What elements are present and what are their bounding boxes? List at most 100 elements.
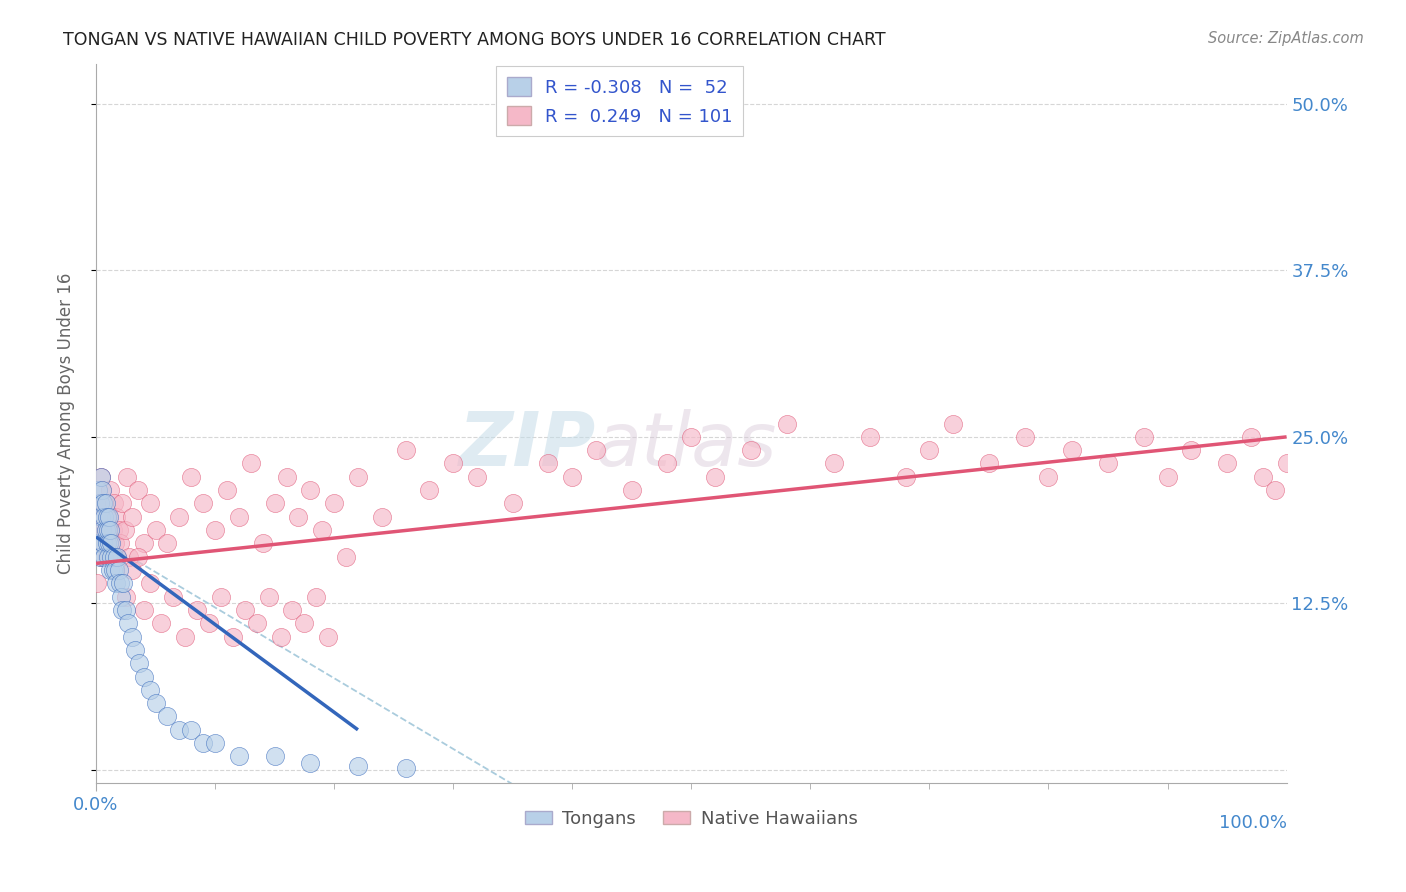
Point	[96, 549, 118, 564]
Point	[335, 549, 357, 564]
Point	[281, 603, 304, 617]
Point	[124, 643, 146, 657]
Point	[107, 523, 129, 537]
Point	[104, 536, 127, 550]
Point	[239, 457, 262, 471]
Point	[121, 509, 143, 524]
Point	[204, 736, 226, 750]
Point	[96, 509, 118, 524]
Point	[97, 549, 120, 564]
Point	[561, 470, 583, 484]
Point	[138, 682, 160, 697]
Point	[228, 509, 250, 524]
Point	[252, 536, 274, 550]
Point	[98, 563, 121, 577]
Point	[162, 590, 184, 604]
Point	[100, 549, 122, 564]
Point	[1097, 457, 1119, 471]
Point	[270, 630, 292, 644]
Point	[98, 509, 121, 524]
Point	[121, 630, 143, 644]
Point	[145, 523, 167, 537]
Point	[977, 457, 1000, 471]
Point	[740, 443, 762, 458]
Point	[1014, 430, 1036, 444]
Point	[115, 470, 138, 484]
Point	[111, 603, 134, 617]
Point	[114, 523, 136, 537]
Point	[86, 536, 108, 550]
Point	[90, 549, 112, 564]
Point	[91, 509, 114, 524]
Point	[174, 630, 197, 644]
Point	[150, 616, 173, 631]
Point	[97, 523, 120, 537]
Point	[287, 509, 309, 524]
Point	[204, 523, 226, 537]
Point	[1156, 470, 1178, 484]
Point	[104, 563, 127, 577]
Point	[1216, 457, 1239, 471]
Point	[299, 483, 322, 497]
Point	[132, 536, 155, 550]
Point	[186, 603, 208, 617]
Point	[98, 536, 121, 550]
Point	[93, 549, 115, 564]
Point	[180, 470, 202, 484]
Point	[112, 576, 135, 591]
Point	[94, 496, 117, 510]
Point	[111, 496, 134, 510]
Point	[91, 483, 114, 497]
Point	[681, 430, 703, 444]
Point	[107, 563, 129, 577]
Point	[101, 523, 124, 537]
Point	[305, 590, 328, 604]
Point	[114, 590, 136, 604]
Text: 100.0%: 100.0%	[1219, 814, 1286, 831]
Point	[97, 509, 120, 524]
Point	[311, 523, 333, 537]
Point	[138, 496, 160, 510]
Point	[316, 630, 339, 644]
Point	[86, 576, 108, 591]
Text: Source: ZipAtlas.com: Source: ZipAtlas.com	[1208, 31, 1364, 46]
Point	[292, 616, 315, 631]
Point	[117, 616, 139, 631]
Point	[323, 496, 346, 510]
Point	[233, 603, 256, 617]
Point	[114, 603, 136, 617]
Point	[132, 603, 155, 617]
Point	[222, 630, 245, 644]
Point	[91, 496, 114, 510]
Point	[823, 457, 845, 471]
Point	[128, 657, 150, 671]
Point	[91, 536, 114, 550]
Point	[276, 470, 298, 484]
Point	[103, 496, 125, 510]
Point	[94, 523, 117, 537]
Point	[191, 496, 214, 510]
Point	[191, 736, 214, 750]
Point	[169, 509, 191, 524]
Text: ZIP: ZIP	[458, 409, 596, 482]
Point	[156, 709, 179, 723]
Point	[894, 470, 917, 484]
Point	[704, 470, 727, 484]
Point	[620, 483, 643, 497]
Point	[90, 509, 112, 524]
Point	[121, 563, 143, 577]
Point	[107, 549, 129, 564]
Point	[1251, 470, 1274, 484]
Point	[1062, 443, 1084, 458]
Point	[441, 457, 464, 471]
Point	[228, 749, 250, 764]
Point	[169, 723, 191, 737]
Y-axis label: Child Poverty Among Boys Under 16: Child Poverty Among Boys Under 16	[58, 273, 75, 574]
Point	[91, 483, 114, 497]
Point	[418, 483, 440, 497]
Point	[105, 576, 128, 591]
Point	[89, 549, 111, 564]
Point	[465, 470, 488, 484]
Point	[1275, 457, 1298, 471]
Point	[118, 549, 141, 564]
